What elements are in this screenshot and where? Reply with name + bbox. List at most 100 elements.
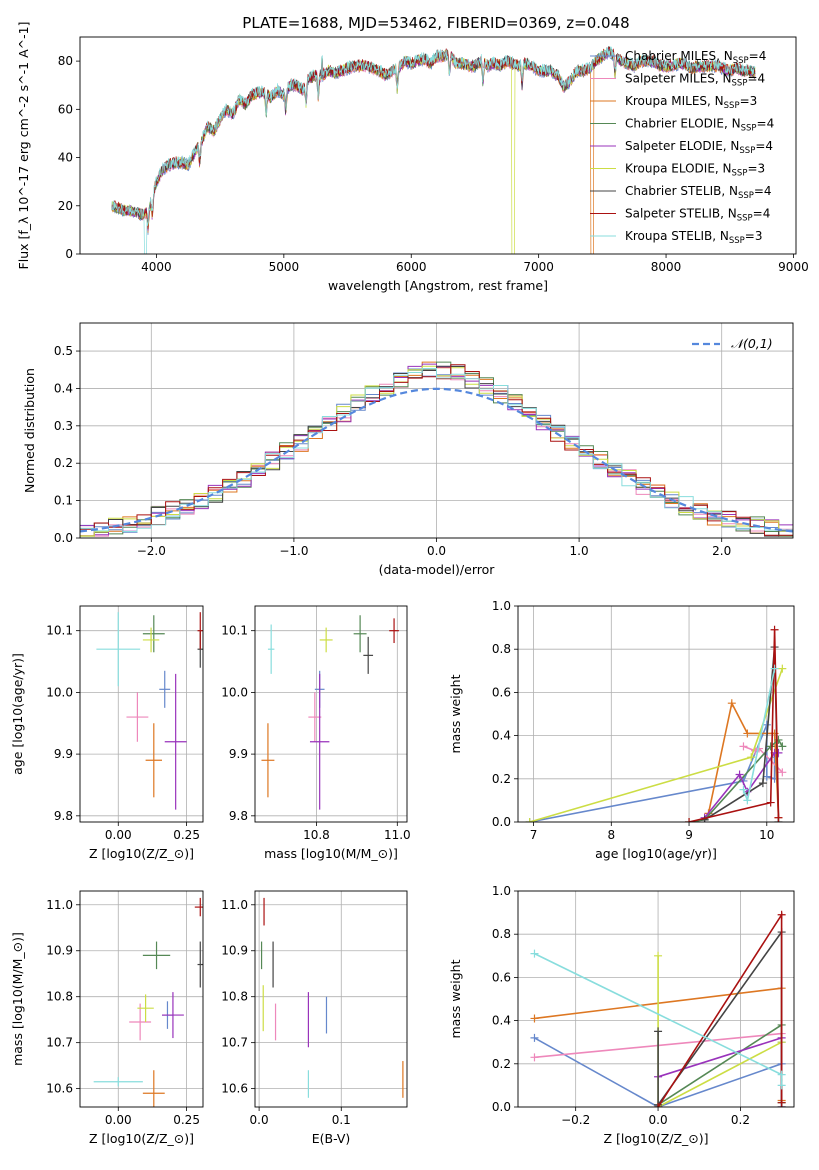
weight-marker: [758, 779, 767, 788]
y-tick-label: 0.2: [492, 772, 511, 786]
plot-area: [96, 612, 203, 810]
plot-area: [530, 910, 786, 1107]
legend: 𝒩(0,1): [692, 336, 773, 351]
x-axis-label: mass [log10(M/M_⊙)]: [264, 846, 398, 861]
legend-entry: Kroupa MILES, NSSP=3: [625, 94, 757, 111]
weight-line: [529, 724, 776, 822]
x-tick-label: 5000: [269, 260, 300, 274]
weight-marker: [777, 910, 786, 919]
x-tick-label: 10: [759, 828, 774, 842]
y-tick-label: 20: [58, 199, 73, 213]
weight-line: [743, 745, 783, 773]
weight-line: [688, 629, 780, 822]
legend-entry: Chabrier ELODIE, NSSP=4: [625, 117, 774, 134]
weight-marker: [525, 818, 534, 822]
panel-mass-weight-vs-age: 7 8 9 10 0.0 0.2 0.4 0.6 0.8 1.0 age [log10(age/yr…: [448, 599, 795, 861]
weight-marker: [777, 1070, 786, 1079]
weight-line: [657, 912, 783, 1107]
y-tick-label: 0: [65, 247, 73, 261]
x-tick-label: 0.0: [649, 1113, 668, 1127]
weight-marker: [770, 664, 779, 673]
y-tick-label: 0.6: [492, 970, 511, 984]
legend-entry: Chabrier MILES, NSSP=4: [625, 49, 766, 66]
weight-marker: [766, 742, 775, 751]
x-tick-label: 0.00: [105, 1113, 132, 1127]
axes-frame: [517, 605, 795, 823]
weight-marker: [777, 1081, 786, 1090]
x-tick-label: 9: [685, 828, 693, 842]
axes-frame: [254, 605, 408, 823]
normal-curve: [80, 387, 793, 533]
y-tick-label: 10.0: [221, 685, 248, 699]
x-tick-label: 7: [530, 828, 538, 842]
y-tick-label: 0.3: [54, 419, 73, 433]
legend-entry: Chabrier STELIB, NSSP=4: [625, 184, 772, 201]
weight-marker: [654, 1103, 663, 1107]
axes-frame: [79, 890, 204, 1108]
weight-marker: [735, 770, 744, 779]
weight-marker: [685, 818, 694, 822]
y-tick-label: 0.2: [54, 456, 73, 470]
weight-marker: [700, 815, 709, 822]
y-tick-label: 40: [58, 151, 73, 165]
plot-area: [260, 897, 404, 1098]
y-tick-label: 10.7: [46, 1036, 73, 1050]
y-tick-label: 0.8: [492, 642, 511, 656]
y-tick-label: 1.0: [492, 884, 511, 898]
weight-marker: [530, 1033, 539, 1042]
weight-marker: [654, 951, 663, 960]
x-axis-label: Z [log10(Z/Z_⊙)]: [603, 1131, 708, 1146]
y-tick-label: 0.5: [54, 344, 73, 358]
legend: Chabrier MILES, NSSP=4 Salpeter MILES, NS…: [590, 49, 774, 246]
x-tick-label: 0.0: [250, 1113, 269, 1127]
y-tick-label: 10.0: [46, 685, 73, 699]
y-axis-label: mass weight: [448, 674, 463, 753]
x-tick-label: 0.25: [173, 828, 200, 842]
y-axis-label: age [log10(age/yr)]: [10, 653, 25, 775]
y-tick-label: 0.8: [492, 927, 511, 941]
x-tick-label: 6000: [396, 260, 427, 274]
x-tick-label: 0.00: [105, 828, 132, 842]
y-tick-label: 1.0: [492, 599, 511, 613]
x-tick-label: 2.0: [712, 544, 731, 558]
plot-area: [80, 361, 793, 537]
y-tick-label: 0.1: [54, 494, 73, 508]
y-tick-label: 10.1: [46, 624, 73, 638]
x-tick-label: 0.2: [731, 1113, 750, 1127]
plot-area: [261, 615, 399, 810]
y-tick-label: 10.8: [46, 990, 73, 1004]
y-tick-label: 0.0: [54, 531, 73, 545]
weight-marker: [530, 949, 539, 958]
weight-marker: [530, 1014, 539, 1023]
axes-frame: [79, 605, 204, 823]
y-tick-label: 0.6: [492, 685, 511, 699]
y-tick-label: 9.8: [229, 809, 248, 823]
weight-line: [688, 738, 783, 822]
weight-line: [657, 929, 783, 1107]
y-tick-label: 11.0: [46, 898, 73, 912]
x-axis-label: (data-model)/error: [379, 562, 496, 577]
x-tick-label: 1.0: [570, 544, 589, 558]
y-tick-label: 0.0: [492, 1100, 511, 1114]
axes-frame: [79, 36, 797, 255]
weight-marker: [766, 798, 775, 807]
weight-marker: [778, 664, 787, 673]
axes-frame: [517, 890, 795, 1108]
weight-marker: [777, 1098, 786, 1107]
weight-marker: [778, 742, 787, 751]
weight-line: [704, 646, 780, 822]
weight-marker: [739, 742, 748, 751]
weight-marker: [743, 796, 752, 805]
y-tick-label: 0.4: [492, 729, 511, 743]
y-tick-label: 60: [58, 102, 73, 116]
y-tick-label: 0.4: [492, 1014, 511, 1028]
legend-entry: Kroupa ELODIE, NSSP=3: [625, 162, 765, 179]
plot-area: [93, 897, 203, 1107]
y-tick-label: 9.9: [54, 747, 73, 761]
figure-title: PLATE=1688, MJD=53462, FIBERID=0369, z=0…: [242, 14, 629, 32]
y-axis-label: mass weight: [448, 959, 463, 1038]
axes-frame: [254, 890, 408, 1108]
x-tick-label: 11.0: [384, 828, 411, 842]
y-tick-label: 10.9: [221, 944, 248, 958]
